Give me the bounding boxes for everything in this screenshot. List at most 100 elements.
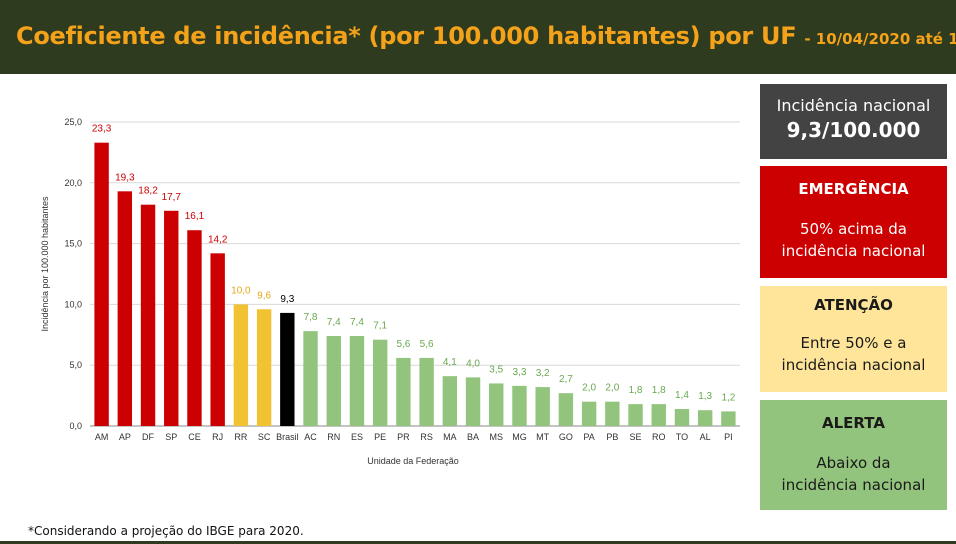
value-label-go: 2,7 — [559, 374, 573, 385]
bar-ce — [187, 230, 202, 426]
category-label-ma: MA — [443, 432, 457, 442]
emergency-title: EMERGÊNCIA — [798, 180, 909, 198]
category-label-df: DF — [142, 432, 154, 442]
bar-pb — [605, 401, 620, 426]
category-label-ba: BA — [467, 432, 479, 442]
emergency-box: EMERGÊNCIA 50% acima da incidência nacio… — [760, 166, 947, 278]
attention-description: Entre 50% e a incidência nacional — [760, 332, 947, 376]
emergency-line-1: 50% acima da — [800, 220, 907, 238]
bar-brasil — [280, 312, 295, 426]
y-axis-ticks: 0,0 5,0 10,0 15,0 20,0 25,0 — [64, 117, 82, 431]
bar-ba — [465, 377, 481, 426]
bar-pe — [372, 339, 388, 426]
footnote: *Considerando a projeção do IBGE para 20… — [28, 524, 304, 538]
national-incidence-value: 9,3/100.000 — [786, 118, 921, 142]
value-label-pa: 2,0 — [582, 383, 596, 394]
value-label-ro: 1,8 — [652, 385, 666, 396]
bar-ms — [489, 383, 504, 426]
national-incidence-box: Incidência nacional 9,3/100.000 — [760, 84, 947, 159]
bar-ac — [303, 331, 318, 426]
bottom-border — [0, 541, 956, 544]
bar-es — [349, 336, 365, 426]
category-label-ac: AC — [304, 432, 317, 442]
bar-ma — [442, 376, 458, 426]
value-label-ba: 4,0 — [466, 358, 480, 369]
category-label-brasil: Brasil — [276, 432, 299, 442]
emergency-line-2: incidência nacional — [781, 242, 926, 260]
value-label-am: 23,3 — [92, 124, 112, 135]
national-incidence-label: Incidência nacional — [776, 96, 931, 115]
category-label-rr: RR — [234, 432, 247, 442]
alert-title: ALERTA — [822, 414, 885, 432]
alert-line-1: Abaixo da — [816, 454, 891, 472]
value-label-ce: 16,1 — [185, 211, 205, 222]
y-tick-label: 25,0 — [64, 117, 82, 127]
y-axis-title: Incidência por 100.000 habitantes — [40, 196, 50, 332]
bar-ap — [117, 191, 133, 426]
value-label-pe: 7,1 — [373, 321, 387, 332]
category-label-pe: PE — [374, 432, 386, 442]
bar-pi — [721, 411, 736, 426]
category-label-pa: PA — [583, 432, 594, 442]
emergency-description: 50% acima da incidência nacional — [760, 218, 947, 262]
alert-description: Abaixo da incidência nacional — [760, 452, 947, 496]
y-tick-label: 10,0 — [64, 299, 82, 309]
category-label-ce: CE — [188, 432, 201, 442]
chart-svg: 0,05,010,015,020,025,0 23,319,318,217,71… — [40, 117, 740, 466]
bar-df — [140, 204, 156, 426]
value-label-ac: 7,8 — [304, 312, 318, 323]
bar-mt — [535, 387, 550, 426]
value-label-sp: 17,7 — [162, 192, 182, 203]
bar-rj — [210, 253, 225, 426]
bar-chart: 0,0 5,0 10,0 15,0 20,0 25,0 23,3 19,3 18,2 17,7 1… — [0, 84, 756, 504]
page-title: Coeficiente de incidência* (por 100.000 … — [16, 22, 956, 50]
bar-al — [697, 410, 713, 426]
category-label-ap: AP — [119, 432, 131, 442]
category-label-sp: SP — [165, 432, 177, 442]
title-date: - 10/04/2020 até 14h — [804, 30, 956, 48]
bar-go — [558, 393, 574, 426]
title-text: Coeficiente de incidência* (por 100.000 … — [16, 22, 797, 50]
category-label-rs: RS — [420, 432, 433, 442]
bar-to — [674, 408, 690, 426]
value-label-al: 1,3 — [698, 391, 712, 402]
category-label-rn: RN — [327, 432, 340, 442]
value-label-se: 1,8 — [629, 385, 643, 396]
category-label-es: ES — [351, 432, 363, 442]
y-tick-label: 20,0 — [64, 178, 82, 188]
category-labels: AM AP DF SP CE RJ RR SC Brasil AC RN ES PE PR RS MA BA MS… — [95, 432, 733, 442]
value-label-to: 1,4 — [675, 390, 689, 401]
bar-mg — [512, 385, 527, 426]
value-label-mg: 3,3 — [513, 367, 527, 378]
bar-ro — [651, 404, 666, 426]
category-label-sc: SC — [258, 432, 271, 442]
chart-bars — [94, 142, 736, 426]
bar-rs — [419, 357, 434, 426]
value-label-ms: 3,5 — [489, 364, 503, 375]
value-label-pr: 5,6 — [396, 339, 410, 350]
y-tick-label: 5,0 — [69, 360, 82, 370]
alert-box: ALERTA Abaixo da incidência nacional — [760, 400, 947, 510]
attention-title: ATENÇÃO — [814, 296, 893, 314]
category-label-ro: RO — [652, 432, 666, 442]
category-label-am: AM — [95, 432, 109, 442]
attention-box: ATENÇÃO Entre 50% e a incidência naciona… — [760, 286, 947, 392]
bar-pr — [396, 357, 411, 426]
y-tick-label: 15,0 — [64, 239, 82, 249]
alert-line-2: incidência nacional — [781, 476, 926, 494]
category-label-ms: MS — [490, 432, 504, 442]
bar-pa — [581, 401, 597, 426]
value-label-sc: 9,6 — [257, 290, 271, 301]
bar-am — [94, 142, 109, 426]
bar-rn — [326, 336, 341, 426]
value-label-rn: 7,4 — [327, 317, 341, 328]
category-label-se: SE — [630, 432, 642, 442]
value-label-mt: 3,2 — [536, 368, 550, 379]
value-label-brasil: 9,3 — [280, 294, 294, 305]
value-label-ap: 19,3 — [115, 172, 135, 183]
category-label-to: TO — [676, 432, 688, 442]
value-label-rs: 5,6 — [420, 339, 434, 350]
bar-sc — [256, 309, 272, 426]
attention-line-1: Entre 50% e a — [800, 334, 907, 352]
category-label-mt: MT — [536, 432, 549, 442]
